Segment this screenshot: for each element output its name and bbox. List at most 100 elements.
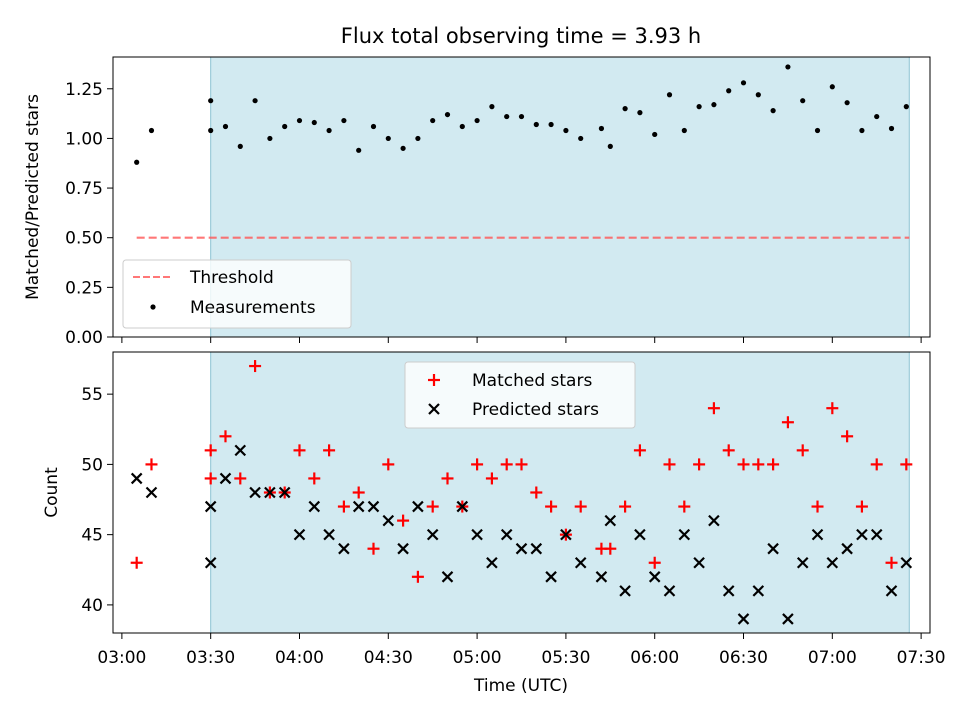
measurement-point xyxy=(800,98,806,104)
predicted-star-point xyxy=(249,486,261,499)
predicted-star-point xyxy=(663,585,676,597)
xtick-label: 03:00 xyxy=(97,648,146,668)
bottom-y-axis-label: Count xyxy=(42,467,62,518)
top-ytick-label: 1.25 xyxy=(65,80,103,100)
matched-star-point xyxy=(471,458,484,471)
matched-star-point xyxy=(500,458,513,471)
measurement-point xyxy=(208,127,214,134)
predicted-star-point xyxy=(515,542,528,555)
xtick-label: 07:00 xyxy=(808,648,857,668)
predicted-star-point xyxy=(693,556,705,569)
matched-star-point xyxy=(411,570,424,583)
measurement-point xyxy=(341,117,347,124)
predicted-star-point xyxy=(722,585,735,597)
matched-star-point xyxy=(249,360,262,373)
measurement-point xyxy=(326,127,332,134)
measurement-point xyxy=(607,143,613,149)
matched-star-point xyxy=(796,444,809,457)
measurement-point xyxy=(578,135,584,142)
matched-star-point xyxy=(678,500,691,513)
predicted-star-point xyxy=(574,556,587,569)
predicted-star-point xyxy=(204,500,217,513)
measurement-point xyxy=(755,92,761,98)
measurement-point xyxy=(134,159,140,165)
predicted-star-point xyxy=(352,500,365,513)
xtick-label: 05:00 xyxy=(453,648,502,668)
predicted-star-point xyxy=(900,556,913,569)
matched-star-point xyxy=(855,500,868,513)
matched-star-point xyxy=(234,472,247,485)
measurement-point xyxy=(740,80,747,86)
measurement-point xyxy=(874,113,880,120)
measurement-point xyxy=(267,135,273,142)
matched-star-point xyxy=(767,458,780,471)
predicted-star-point xyxy=(796,556,809,569)
predicted-star-point xyxy=(634,528,646,541)
measurement-point xyxy=(726,88,732,94)
measurement-point xyxy=(444,111,451,118)
matched-star-point xyxy=(530,486,543,499)
matched-star-point xyxy=(397,514,410,527)
predicted-star-point xyxy=(767,542,779,555)
bottom-legend: Matched stars Predicted stars xyxy=(404,361,636,429)
matched-star-point xyxy=(633,444,646,457)
predicted-star-point xyxy=(530,542,543,555)
measurement-point xyxy=(666,92,673,98)
measurement-point xyxy=(459,123,465,130)
chart-title: Flux total observing time = 3.93 h xyxy=(341,24,701,48)
measurement-point xyxy=(859,127,865,134)
xtick-label: 04:00 xyxy=(275,648,324,668)
matched-star-point xyxy=(441,472,454,485)
matched-star-point xyxy=(293,444,306,457)
matched-star-point xyxy=(382,458,395,471)
matched-star-point xyxy=(219,430,232,443)
predicted-star-point xyxy=(308,500,321,513)
matched-star-point xyxy=(485,472,498,485)
measurement-point xyxy=(311,119,317,126)
matched-star-point xyxy=(811,500,824,513)
measurement-point xyxy=(296,117,303,124)
matched-star-point xyxy=(722,444,735,457)
xtick-label: 06:30 xyxy=(719,648,768,668)
matched-star-point xyxy=(130,556,143,569)
predicted-star-point xyxy=(234,444,247,457)
top-ytick-label: 1.00 xyxy=(65,129,103,149)
measurement-point xyxy=(489,104,495,110)
measurement-point xyxy=(504,113,510,120)
predicted-star-point xyxy=(560,528,572,541)
matched-star-point xyxy=(752,458,765,471)
top-ytick-label: 0.00 xyxy=(65,328,103,348)
predicted-star-point xyxy=(604,514,617,527)
predicted-star-point xyxy=(486,556,498,569)
predicted-star-point xyxy=(412,500,424,513)
measurement-point xyxy=(829,84,835,90)
measurement-point xyxy=(563,127,569,134)
matched-star-point xyxy=(367,542,380,555)
predicted-star-point xyxy=(737,613,750,625)
measurement-point xyxy=(356,147,362,153)
predicted-star-point xyxy=(264,486,276,499)
matched-star-point xyxy=(323,444,336,457)
matched-star-point xyxy=(693,458,706,471)
predicted-star-point xyxy=(595,571,608,583)
predicted-star-point xyxy=(456,500,469,513)
predicted-star-point xyxy=(500,528,513,541)
top-axes-frame xyxy=(112,56,931,338)
legend-predicted-marker xyxy=(428,403,440,415)
measurement-point xyxy=(370,123,377,130)
top-legend-box xyxy=(122,259,352,329)
legend-matched-label: Matched stars xyxy=(472,371,592,391)
legend-matched-marker xyxy=(428,374,440,386)
xtick-label: 06:00 xyxy=(630,648,679,668)
measurement-point xyxy=(518,113,525,120)
matched-star-point xyxy=(619,500,632,513)
measurement-point xyxy=(903,104,909,110)
measurement-point xyxy=(548,121,554,128)
legend-measurements-label: Measurements xyxy=(190,298,316,318)
predicted-star-point xyxy=(397,542,409,555)
predicted-star-point xyxy=(145,486,158,499)
x-axis-label: Time (UTC) xyxy=(473,676,568,696)
predicted-star-point xyxy=(219,472,232,485)
predicted-star-point xyxy=(752,585,765,597)
